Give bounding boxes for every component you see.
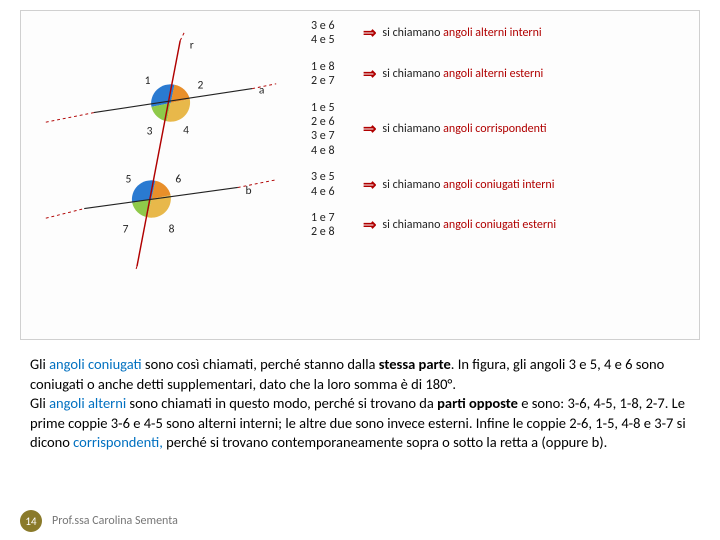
angle-pair: 4 e 8 <box>311 144 361 158</box>
angle-desc: si chiamano angoli coniugati interni <box>382 178 554 192</box>
angle-group: 1 e 8 2 e 7 ⇒ si chiamano angoli alterni… <box>311 60 681 89</box>
figure-area: r a b 1 2 3 4 5 6 7 8 3 e 6 4 e 5 ⇒ si c… <box>20 10 700 340</box>
implies-icon: ⇒ <box>363 119 376 139</box>
svg-text:8: 8 <box>169 223 175 237</box>
angle-diagram: r a b 1 2 3 4 5 6 7 8 <box>41 31 281 271</box>
implies-icon: ⇒ <box>363 23 376 43</box>
svg-text:2: 2 <box>197 79 203 93</box>
svg-text:3: 3 <box>147 125 153 139</box>
implies-icon: ⇒ <box>363 64 376 84</box>
angle-pair: 3 e 6 <box>311 19 361 33</box>
angle-pair: 2 e 7 <box>311 74 361 88</box>
angle-pair: 3 e 5 <box>311 170 361 184</box>
svg-text:4: 4 <box>183 124 189 138</box>
angle-group: 1 e 5 2 e 6 3 e 7 4 e 8 ⇒ si chiamano an… <box>311 101 681 159</box>
page-number-badge: 14 <box>20 510 42 532</box>
label-r: r <box>190 38 194 52</box>
angle-desc: si chiamano angoli alterni interni <box>382 26 541 40</box>
implies-icon: ⇒ <box>363 215 376 235</box>
angle-classification-list: 3 e 6 4 e 5 ⇒ si chiamano angoli alterni… <box>311 19 681 252</box>
angle-pair: 1 e 5 <box>311 101 361 115</box>
angle-pair: 1 e 8 <box>311 60 361 74</box>
label-a: a <box>259 83 265 97</box>
angle-pair: 4 e 6 <box>311 185 361 199</box>
svg-text:6: 6 <box>175 173 181 187</box>
author-label: Prof.ssa Carolina Sementa <box>52 514 178 528</box>
svg-text:1: 1 <box>145 74 151 88</box>
angle-desc: si chiamano angoli coniugati esterni <box>382 218 556 232</box>
angle-desc: si chiamano angoli alterni esterni <box>382 67 543 81</box>
angle-group: 3 e 6 4 e 5 ⇒ si chiamano angoli alterni… <box>311 19 681 48</box>
body-paragraph: Gli angoli coniugati sono così chiamati,… <box>30 355 690 453</box>
angle-pair: 2 e 8 <box>311 225 361 239</box>
footer: 14 Prof.ssa Carolina Sementa <box>20 510 178 532</box>
angle-group: 3 e 5 4 e 6 ⇒ si chiamano angoli coniuga… <box>311 170 681 199</box>
angle-group: 1 e 7 2 e 8 ⇒ si chiamano angoli coniuga… <box>311 211 681 240</box>
svg-text:7: 7 <box>123 223 129 237</box>
angle-pair: 4 e 5 <box>311 33 361 47</box>
angle-desc: si chiamano angoli corrispondenti <box>382 122 546 136</box>
angle-pair: 3 e 7 <box>311 129 361 143</box>
label-b: b <box>245 184 251 198</box>
angle-pair: 2 e 6 <box>311 115 361 129</box>
svg-text:5: 5 <box>125 173 131 187</box>
implies-icon: ⇒ <box>363 175 376 195</box>
angle-pair: 1 e 7 <box>311 211 361 225</box>
